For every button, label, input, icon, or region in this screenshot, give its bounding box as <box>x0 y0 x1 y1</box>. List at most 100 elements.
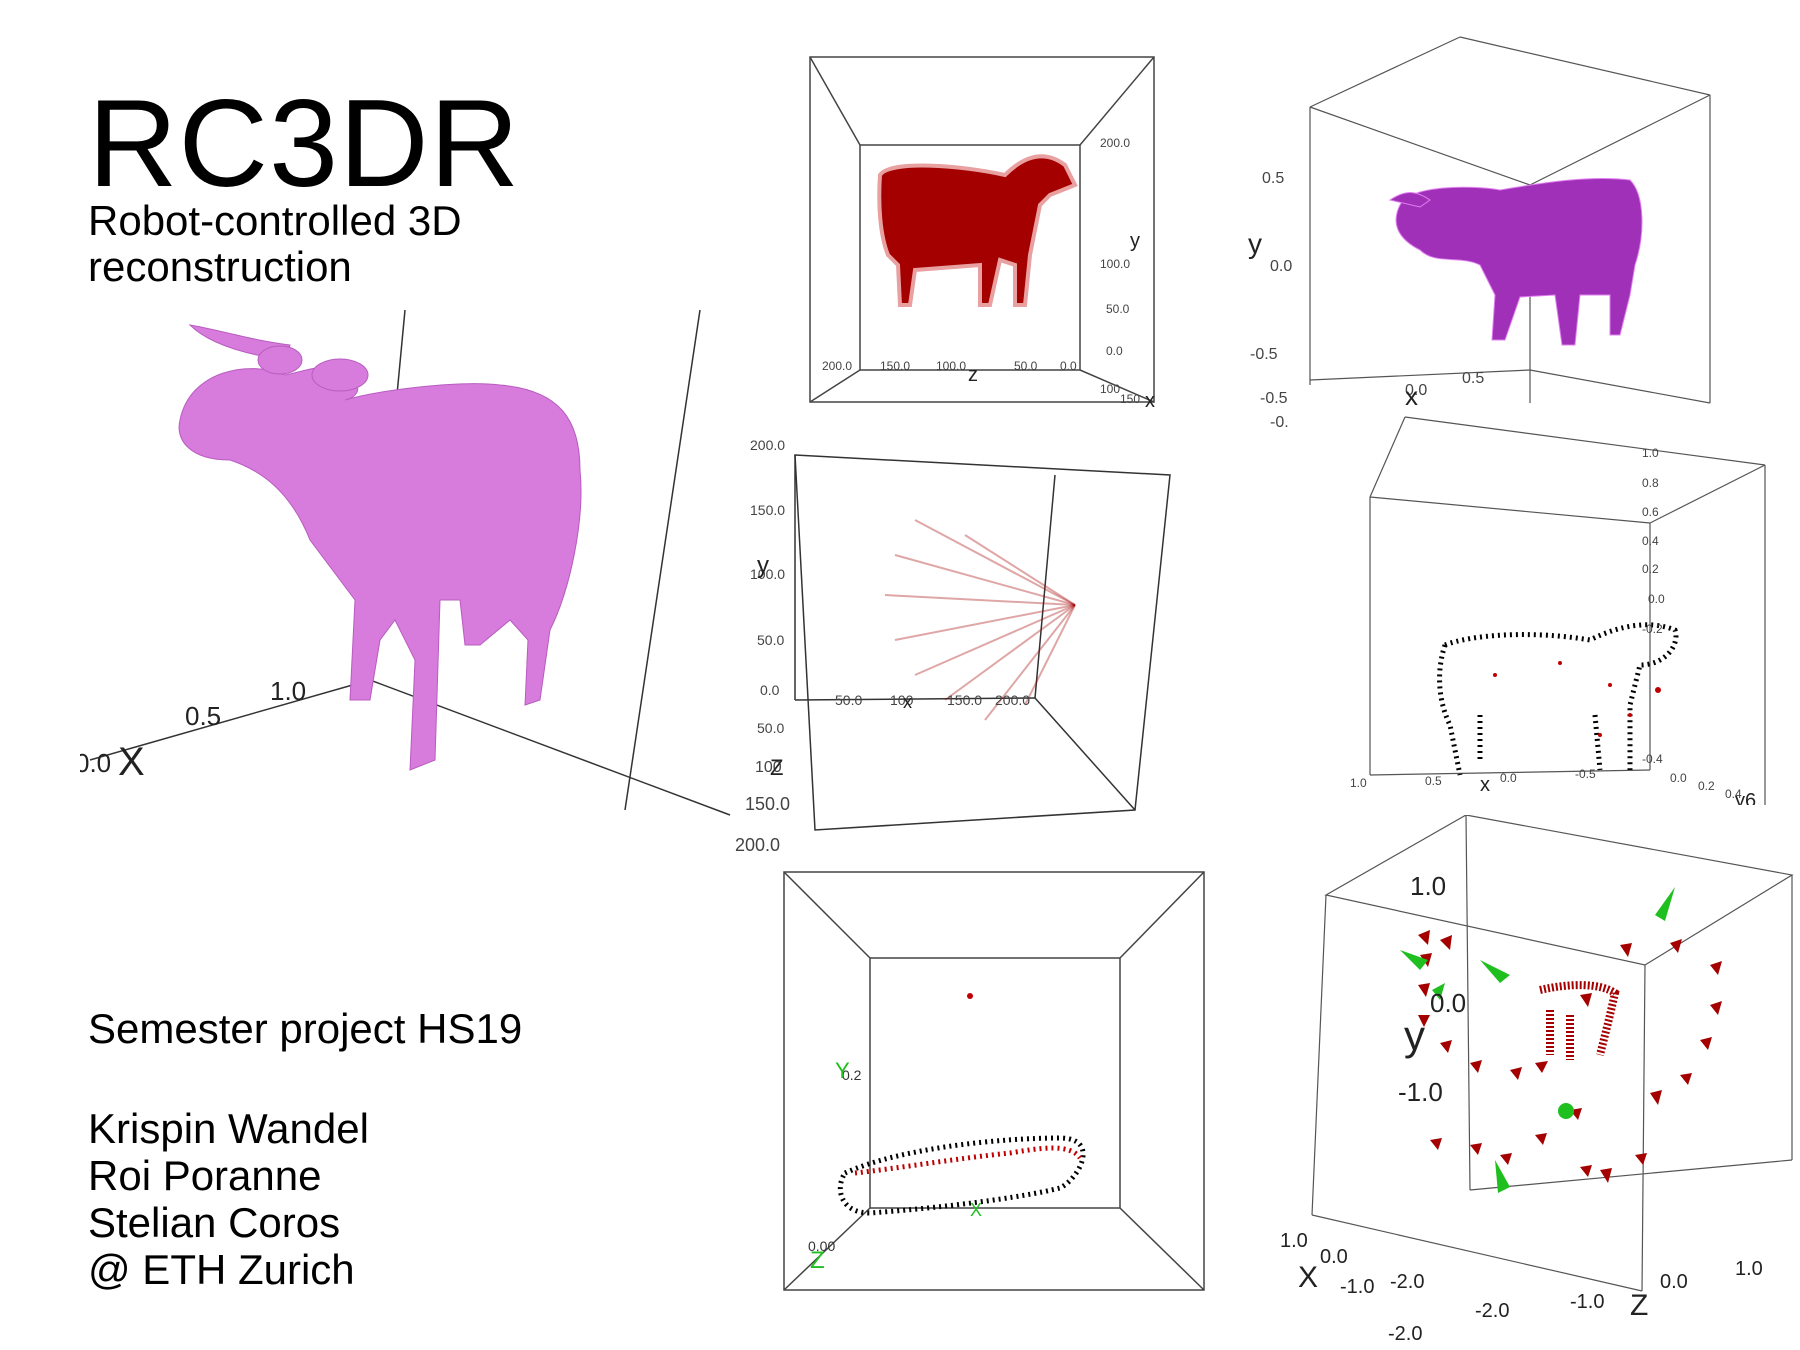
subtitle-line-1: Robot-controlled 3D <box>88 197 462 244</box>
tick-label: 50.0 <box>757 632 784 648</box>
tick-label: 150.0 <box>947 692 982 708</box>
subtitle-line-2: reconstruction <box>88 243 352 290</box>
z-axis-label: Z <box>1630 1289 1648 1322</box>
tick-label: 0.4 <box>1642 534 1659 548</box>
tick-label: -2.0 <box>1388 1323 1422 1345</box>
tick-label: 0.2 <box>1698 779 1715 793</box>
tick-label: 50.0 <box>1014 359 1038 373</box>
tick-label: 0.0 <box>760 682 780 698</box>
cow-mesh-purple <box>1388 177 1643 346</box>
tick-label: -0.5 <box>1575 767 1596 781</box>
ray-bundle <box>884 519 1076 721</box>
tick-label: 50.0 <box>1106 302 1130 316</box>
cow-pointcloud-red <box>1539 981 1620 1060</box>
author-list: Krispin Wandel Roi Poranne Stelian Coros… <box>88 1105 369 1293</box>
y-axis-label: y <box>1130 230 1140 252</box>
tick-label: 200.0 <box>822 359 852 373</box>
tick-label: -0.4 <box>1642 752 1663 766</box>
tick-label: 0.0 <box>1320 1246 1348 1268</box>
red-points <box>1493 661 1661 737</box>
camera-poses-plot: 1.0 0.0 -1.0 1.0 0.0 -1.0 -2.0 -2.0 -2.0… <box>1280 815 1794 1345</box>
slide-subtitle: Robot-controlled 3D reconstruction <box>88 198 568 290</box>
tick-label: 1.0 <box>1410 871 1446 901</box>
tick-label: 1.0 <box>1735 1258 1763 1280</box>
z-axis-label: Z <box>770 755 783 780</box>
tick-label: 100 <box>755 759 782 776</box>
tick-label: 150 <box>1120 392 1140 406</box>
tick-label: 200.0 <box>750 437 785 453</box>
tick-label: 0.4 <box>1725 787 1742 801</box>
tick-label: 0.0 <box>1405 382 1427 399</box>
pointcloud-top-plot: 0.2 0.00 Y X Z <box>783 871 1205 1291</box>
tick-label: 150.0 <box>880 359 910 373</box>
tick-label: -0. <box>1270 414 1289 431</box>
tick-label: -0.2 <box>1642 622 1663 636</box>
tick-label: 0.0 <box>1500 771 1517 785</box>
tick-label: 0.00 <box>808 1238 835 1254</box>
plot-inner-frame <box>859 144 1081 371</box>
tick-label: 0.0 <box>1660 1271 1688 1293</box>
tick-label: 0.2 <box>1642 562 1659 576</box>
red-point <box>967 993 973 999</box>
tick-label: 0.0 <box>1648 592 1665 606</box>
author-3: Stelian Coros <box>88 1199 341 1246</box>
tick-label: 200.0 <box>735 835 780 855</box>
project-label: Semester project HS19 <box>88 1005 523 1052</box>
tick-label: 0.5 <box>185 701 221 731</box>
tick-label: 100 <box>890 692 914 708</box>
cow-pointcloud-side <box>1437 622 1679 776</box>
tick-label: 0.6 <box>1642 505 1659 519</box>
tick-label: 100.0 <box>1100 257 1130 271</box>
tick-label: 0.0 <box>1106 344 1123 358</box>
tick-label: -2.0 <box>1475 1300 1509 1322</box>
tick-label: 100.0 <box>936 359 966 373</box>
y-axis-label: y <box>757 552 769 579</box>
x-axis-label: x <box>1405 381 1418 411</box>
axis-line <box>89 679 371 761</box>
tick-label: 150.0 <box>745 794 790 814</box>
tick-label: 0.8 <box>1642 476 1659 490</box>
purple-mesh-plot: 0.5 0.0 -0.5 -0.5 0.0 0.5 -0. y x <box>1248 36 1711 431</box>
tick-label: 1.0 <box>1350 776 1367 790</box>
tick-label: 0.5 <box>1462 370 1484 387</box>
tick-label: 0.0 <box>1270 258 1292 275</box>
tick-label: 50.0 <box>757 720 784 736</box>
x-axis-label: x <box>1480 774 1490 796</box>
y-axis-label: y <box>1404 1012 1425 1059</box>
tick-label: 0.5 <box>1262 170 1284 187</box>
tick-label: 200.0 <box>995 692 1030 708</box>
tick-label: 0.0 <box>80 748 111 778</box>
tick-label: -1.0 <box>1570 1291 1604 1313</box>
x-axis-label: X <box>1298 1261 1318 1294</box>
tick-label: 0.2 <box>842 1067 862 1083</box>
author-2: Roi Poranne <box>88 1152 322 1199</box>
tick-label: 200.0 <box>1100 136 1130 150</box>
x-axis-label: x <box>903 692 912 712</box>
y-axis-label: Y <box>835 1058 850 1083</box>
tick-label: 150.0 <box>750 502 785 518</box>
volume-plot: 200.0 100.0 50.0 0.0 200.0 150.0 100.0 5… <box>809 56 1155 410</box>
x-axis-label: X <box>118 740 145 784</box>
tick-label: -1.0 <box>1398 1077 1443 1107</box>
tick-label: -1.0 <box>1340 1276 1374 1298</box>
cow-mesh-pink <box>178 324 582 771</box>
slide-title: RC3DR <box>88 75 521 213</box>
tick-label: -0.5 <box>1250 346 1278 363</box>
affiliation: @ ETH Zurich <box>88 1246 355 1293</box>
tick-label: -2.0 <box>1390 1271 1424 1293</box>
tick-label: 0.0 <box>1430 988 1466 1018</box>
y-axis-label: y <box>1248 228 1262 259</box>
x-axis-label: X <box>970 1200 982 1220</box>
tick-label: 1.0 <box>1280 1230 1308 1252</box>
z-axis-label: z <box>968 364 978 386</box>
tick-label: 100.0 <box>750 566 785 582</box>
tick-label: 0.0 <box>1060 359 1077 373</box>
z-axis-label: Z <box>810 1247 825 1274</box>
cow-volume-red <box>877 154 1078 307</box>
cow-pointcloud-top <box>837 1135 1086 1216</box>
tick-label: -0.5 <box>1260 390 1288 407</box>
pointcloud-side-plot: 1.0 0.8 0.6 0.4 0.2 0.0 -0.2 -0.4 1.0 0.… <box>1350 416 1766 805</box>
main-mesh-plot: 0.5 1.0 0.0 X <box>80 309 731 816</box>
camera-cones-green <box>1400 887 1675 1193</box>
tick-label: 1.0 <box>270 676 306 706</box>
